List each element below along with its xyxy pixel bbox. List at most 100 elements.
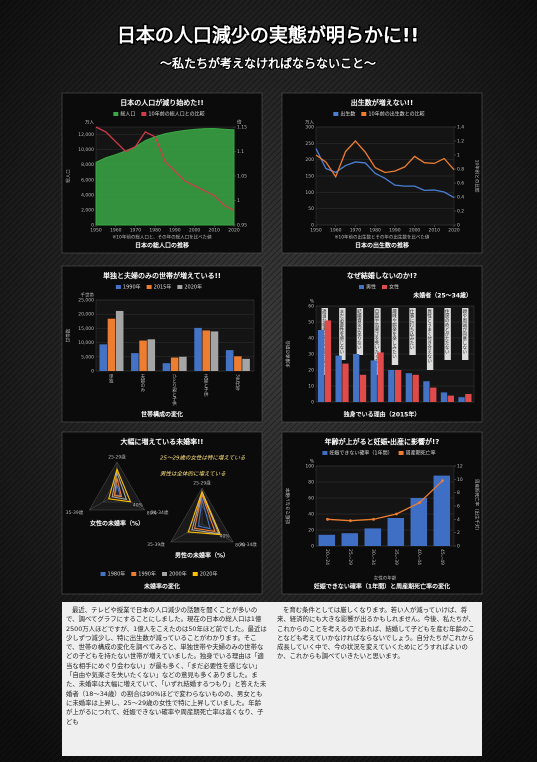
y-tick-label: 20 — [308, 368, 314, 374]
y-tick-label: 8,000 — [81, 162, 94, 168]
legend-swatch — [382, 285, 387, 289]
line-point — [418, 501, 421, 505]
y-unit: 千世帯 — [81, 292, 95, 299]
category-label-box — [426, 308, 434, 370]
radar-axis-label: 35-39歳 — [147, 541, 165, 548]
chart-caption: 独身でいる理由（2015年） — [343, 411, 421, 419]
bar — [170, 357, 179, 371]
y2-tick-label: 4 — [457, 517, 460, 523]
line-point — [349, 519, 352, 523]
legend-label: 10年前の総人口との比較 — [148, 111, 204, 118]
bar — [405, 373, 413, 402]
x-tick-label: 2010 — [429, 228, 441, 234]
radar-grid — [102, 477, 132, 503]
bar — [225, 350, 234, 371]
chart-panel — [61, 431, 263, 595]
y-tick-label: 60 — [308, 304, 314, 310]
radar-series — [187, 490, 222, 536]
bar — [131, 353, 139, 371]
y-tick-label: 0 — [91, 223, 94, 229]
y-tick-label: 0 — [311, 400, 314, 406]
radar-series — [107, 467, 132, 503]
legend-label: 女性 — [389, 284, 399, 291]
x-tick-label: 30～34 — [370, 549, 376, 565]
legend-label: 10年前の出生数との比較 — [368, 111, 424, 118]
x-tick-label: 2000 — [409, 228, 421, 234]
bar — [388, 370, 395, 402]
bar — [317, 330, 325, 402]
legend: 妊娠できない確率（1年間） 周産期死亡率 — [322, 450, 436, 457]
category-label-box — [444, 308, 451, 360]
y2-tick-label: 0 — [457, 544, 460, 550]
x-tick-label: 3世代等 — [235, 374, 241, 391]
y-tick-label: 4,000 — [81, 192, 94, 198]
bar — [115, 310, 124, 371]
chart-title: 大幅に増えている未婚率!! — [120, 437, 203, 446]
bar — [377, 352, 384, 402]
body-text: 最近、テレビや授業で日本の人口減少の話題を聞くことが多いので、調べてグラフにする… — [62, 602, 482, 756]
radar-annotation: 男性は全体的に増えている — [160, 471, 226, 478]
legend-swatch — [131, 572, 137, 576]
y-tick-label: 150 — [305, 174, 314, 180]
x-tick-label: 異性とうまく付き合えない — [427, 309, 432, 364]
body-left: 最近、テレビや授業で日本の人口減少の話題を聞くことが多いので、調べてグラフにする… — [66, 606, 267, 726]
line-point — [326, 517, 329, 521]
poster-subtitle: ～私たちが考えなければならないこと～ — [160, 56, 376, 71]
y2-tick-label: 10 — [457, 477, 463, 483]
chart-note: ※10年前の総人口と、その年の総人口を比べた値 — [112, 234, 212, 241]
line-point — [441, 479, 444, 483]
x-axis-label: 女性の年齢 — [374, 575, 397, 582]
bar — [447, 395, 454, 402]
legend-swatch — [177, 285, 183, 289]
body-right: を育む条件としては厳しくなります。若い人が減っていけば、将来、経済的にも大きな影… — [277, 606, 475, 661]
y2-tick-label: 2 — [457, 530, 460, 536]
y-tick-label: 100 — [305, 464, 314, 470]
bar — [440, 392, 448, 402]
x-tick-label: 1950 — [310, 228, 322, 234]
y-tick-label: 5,000 — [81, 354, 94, 360]
y-unit: 万人 — [85, 120, 94, 126]
legend-swatch — [146, 285, 152, 289]
chart-subtitle: 未婚者（25～34歳） — [413, 292, 472, 300]
y-axis-label: 妊娠できない確率 — [285, 488, 292, 524]
y-tick-label: 6,000 — [81, 177, 94, 183]
legend-swatch — [141, 112, 147, 116]
radar-axis-label: 25-29歳 — [108, 454, 126, 461]
x-tick-label: 25～29 — [347, 549, 353, 565]
line-point — [395, 512, 398, 516]
bar — [433, 475, 451, 546]
legend-label: 周産期死亡率 — [406, 450, 436, 457]
line — [95, 126, 235, 211]
chart-caption: 妊娠できない確率（1年間）と周産期死亡率の変化 — [314, 583, 450, 591]
legend-swatch — [115, 285, 121, 289]
bar — [412, 374, 419, 402]
legend-swatch — [192, 572, 198, 576]
y-tick-label: 10,000 — [78, 147, 94, 153]
bar — [395, 370, 402, 402]
y-tick-label: 15,000 — [78, 326, 94, 332]
radar-panel-label: 男性の未婚率（%） — [175, 552, 229, 560]
bar — [423, 381, 430, 402]
legend: 男性 女性 — [358, 284, 399, 291]
x-tick-label: 40～44 — [416, 549, 422, 565]
chart-note: ※10年前の出生数とその年の出生数を比べた値 — [335, 234, 430, 241]
legend-label: 2020年 — [200, 571, 218, 578]
y2-tick-label: 8 — [457, 490, 460, 496]
bar — [202, 330, 211, 371]
y2-axis-label: 10年前との比較 — [474, 160, 481, 193]
y-tick-label: 0 — [311, 544, 314, 550]
chart-title: 日本の人口が減り始めた!! — [120, 98, 203, 107]
x-tick-label: 夫婦のみ — [140, 373, 145, 394]
x-tick-label: 親や周囲が同意しない — [462, 309, 467, 355]
y-tick-label: 10 — [308, 384, 314, 390]
chart-title: なぜ結婚しないのか!? — [347, 271, 417, 280]
y-tick-label: 40 — [308, 512, 314, 518]
radar-grid — [88, 461, 146, 511]
line-point — [372, 517, 375, 521]
x-tick-label: 住居のめどがたたない — [444, 308, 449, 355]
legend-label: 総人口 — [120, 111, 135, 118]
line — [315, 148, 455, 199]
y-axis-label: 世帯数 — [65, 328, 72, 342]
